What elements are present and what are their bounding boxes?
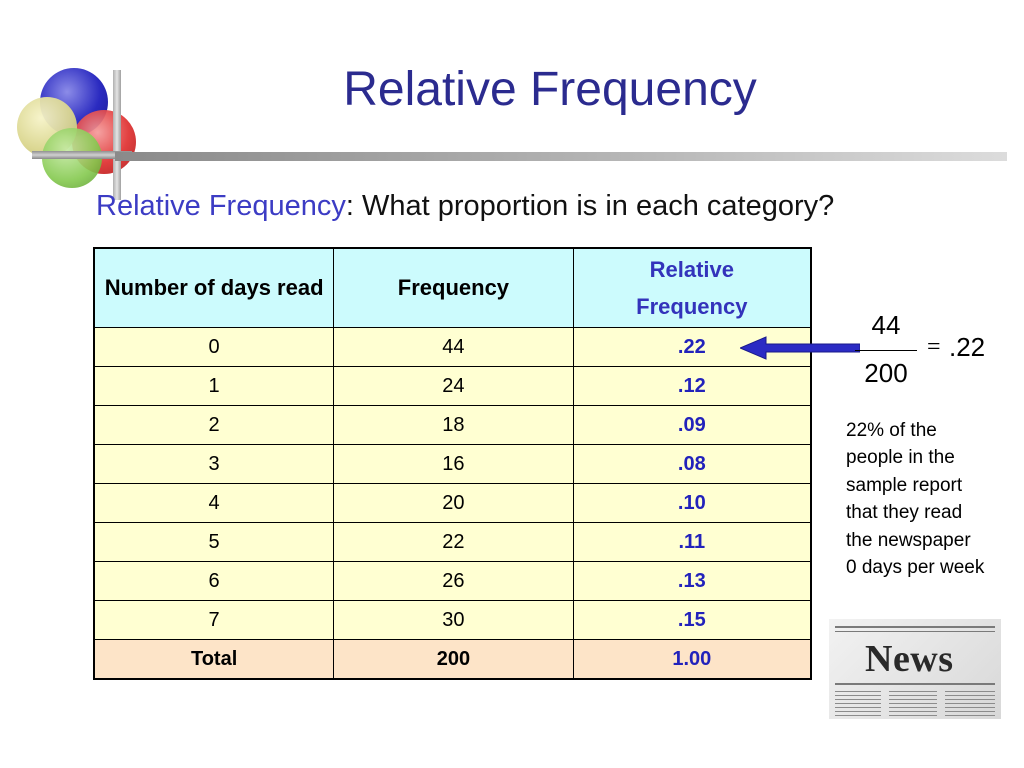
table-row: 7 30 .15 bbox=[93, 600, 812, 640]
table-row: 0 44 .22 bbox=[93, 327, 812, 367]
cell-relative: .13 bbox=[572, 561, 812, 601]
news-text-column bbox=[835, 691, 881, 717]
cell-frequency: 44 bbox=[333, 327, 574, 367]
header-relative-line2: Frequency bbox=[636, 294, 748, 319]
note-line: the newspaper bbox=[846, 529, 971, 551]
cell-relative: .15 bbox=[572, 600, 812, 640]
cell-relative: .10 bbox=[572, 483, 812, 523]
cell-relative: .09 bbox=[572, 405, 812, 445]
cell-relative: .12 bbox=[572, 366, 812, 406]
cell-days: 7 bbox=[93, 600, 335, 640]
logo-vertical-bar bbox=[113, 70, 121, 200]
cell-days: 0 bbox=[93, 327, 335, 367]
formula-result: .22 bbox=[949, 332, 986, 362]
cell-frequency: 22 bbox=[333, 522, 574, 562]
news-rule-top bbox=[835, 626, 995, 628]
cell-days: 2 bbox=[93, 405, 335, 445]
note-line: sample report bbox=[846, 474, 963, 496]
cell-frequency: 26 bbox=[333, 561, 574, 601]
fraction-bar bbox=[855, 350, 917, 351]
cell-days: 1 bbox=[93, 366, 335, 406]
note-line: 0 days per week bbox=[846, 557, 985, 579]
slide-subtitle: Relative Frequency: What proportion is i… bbox=[96, 190, 834, 223]
table-total-row: Total 200 1.00 bbox=[93, 639, 812, 680]
logo-horizontal-bar bbox=[32, 151, 132, 159]
table-row: 5 22 .11 bbox=[93, 522, 812, 562]
cell-relative: .08 bbox=[572, 444, 812, 484]
frequency-table: Number of days read Frequency Relative Fr… bbox=[93, 247, 812, 680]
cell-frequency: 18 bbox=[333, 405, 574, 445]
cell-days: 5 bbox=[93, 522, 335, 562]
note-line: that they read bbox=[846, 502, 963, 524]
total-relative: 1.00 bbox=[572, 639, 812, 680]
interpretation-note: 22% of the people in the sample report t… bbox=[846, 417, 1018, 581]
subtitle-term: Relative Frequency bbox=[96, 190, 346, 222]
slide-title: Relative Frequency bbox=[343, 63, 757, 116]
news-word: News bbox=[865, 638, 954, 680]
cell-frequency: 20 bbox=[333, 483, 574, 523]
cell-frequency: 16 bbox=[333, 444, 574, 484]
news-rule-top-thin bbox=[835, 631, 995, 632]
cell-days: 6 bbox=[93, 561, 335, 601]
cell-days: 3 bbox=[93, 444, 335, 484]
table-row: 3 16 .08 bbox=[93, 444, 812, 484]
news-text-column bbox=[945, 691, 995, 717]
table-row: 6 26 .13 bbox=[93, 561, 812, 601]
cell-frequency: 24 bbox=[333, 366, 574, 406]
news-rule-mid bbox=[835, 683, 995, 685]
newspaper-icon: News bbox=[829, 619, 1001, 719]
formula-equals: = bbox=[927, 334, 941, 360]
relative-frequency-formula: 44 200 = .22 bbox=[855, 310, 1015, 390]
news-text-column bbox=[889, 691, 937, 717]
cell-days: 4 bbox=[93, 483, 335, 523]
cell-frequency: 30 bbox=[333, 600, 574, 640]
formula-denominator: 200 bbox=[864, 358, 908, 388]
note-line: 22% of the bbox=[846, 420, 937, 441]
table-header-row: Number of days read Frequency Relative Fr… bbox=[93, 247, 812, 328]
table-row: 1 24 .12 bbox=[93, 366, 812, 406]
header-relative-line1: Relative bbox=[649, 256, 734, 282]
left-arrow-icon bbox=[740, 336, 860, 360]
table-row: 2 18 .09 bbox=[93, 405, 812, 445]
formula-numerator: 44 bbox=[871, 310, 901, 340]
header-relative-frequency: Relative Frequency bbox=[572, 247, 812, 328]
title-divider bbox=[115, 152, 1007, 161]
header-days: Number of days read bbox=[93, 247, 335, 328]
total-frequency: 200 bbox=[333, 639, 574, 680]
table-row: 4 20 .10 bbox=[93, 483, 812, 523]
cell-relative: .11 bbox=[572, 522, 812, 562]
note-line: people in the bbox=[846, 447, 955, 469]
subtitle-question: : What proportion is in each category? bbox=[345, 190, 835, 222]
header-frequency: Frequency bbox=[333, 247, 574, 328]
overlapping-circles-logo bbox=[0, 0, 150, 200]
total-label: Total bbox=[93, 639, 335, 680]
